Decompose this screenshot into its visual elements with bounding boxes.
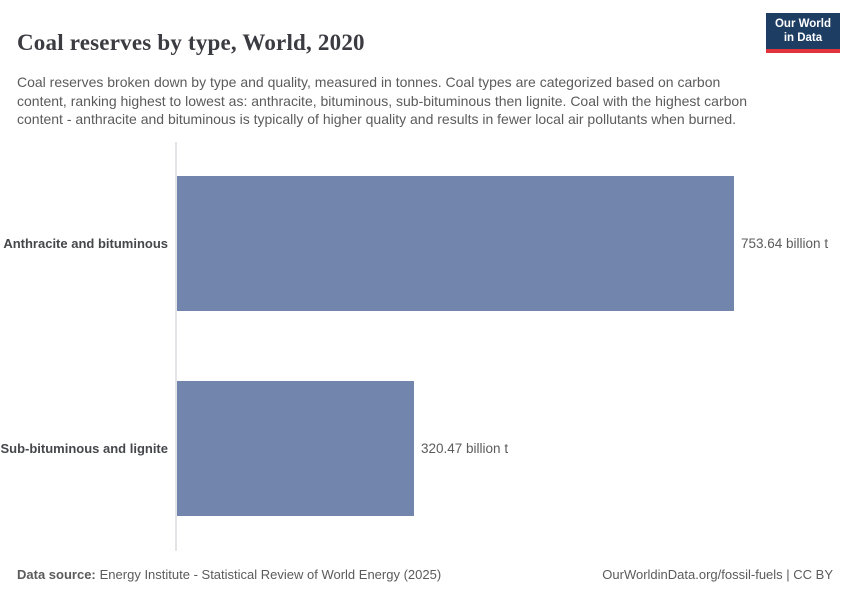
bar[interactable] bbox=[177, 176, 734, 311]
page-title: Coal reserves by type, World, 2020 bbox=[17, 30, 365, 56]
y-axis-line bbox=[175, 142, 177, 551]
category-label: Anthracite and bituminous bbox=[3, 235, 168, 251]
bar[interactable] bbox=[177, 381, 414, 516]
value-label: 320.47 billion t bbox=[421, 440, 509, 456]
owid-logo-line1: Our World bbox=[774, 18, 831, 30]
data-source-prefix: Data source: bbox=[17, 567, 96, 582]
value-label: 753.64 billion t bbox=[741, 235, 829, 251]
owid-url-license-link[interactable]: OurWorldinData.org/fossil-fuels | CC BY bbox=[602, 567, 833, 582]
category-label: Sub-bituminous and lignite bbox=[0, 440, 168, 456]
owid-logo[interactable]: Our World in Data bbox=[765, 13, 840, 53]
bar-chart: Anthracite and bituminous 753.64 billion … bbox=[0, 142, 850, 554]
owid-logo-line2: in Data bbox=[783, 31, 823, 44]
chart-subtitle: Coal reserves broken down by type and qu… bbox=[17, 74, 747, 127]
data-source: Data source: Energy Institute - Statistic… bbox=[17, 567, 441, 582]
chart-footer: Data source: Energy Institute - Statistic… bbox=[17, 567, 833, 582]
data-source-name: Energy Institute - Statistical Review of… bbox=[99, 567, 442, 582]
